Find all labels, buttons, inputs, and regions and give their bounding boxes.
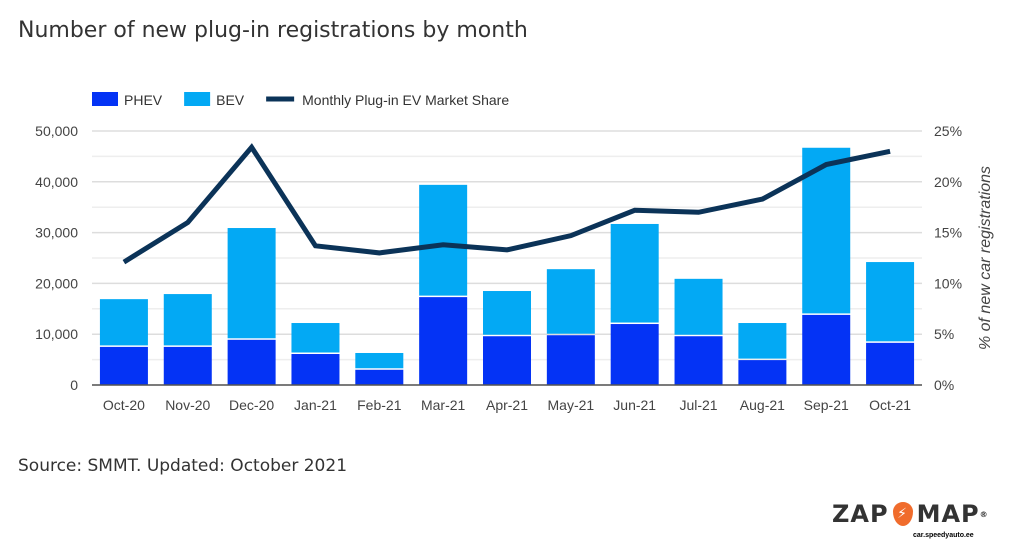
bar-phev [610,324,659,385]
legend-swatch [92,92,118,106]
credit-text: car.speedyauto.ee [913,532,974,539]
bar-bev [546,269,595,334]
market-share-line [122,143,891,265]
x-tick: Oct-21 [869,397,911,413]
bar-phev [738,360,787,385]
legend-label: PHEV [124,92,163,108]
y-right-tick: 10% [934,275,962,291]
zapmap-logo: ZAP ⚡ MAP ® [832,500,989,528]
bar-bev [227,228,276,339]
x-tick: Jun-21 [613,397,656,413]
y-right-tick: 25% [934,123,962,139]
y-right-tick: 5% [934,326,954,342]
bar-bev [610,223,659,323]
x-tick: Jul-21 [679,397,717,413]
bar-bev [866,262,915,342]
bar-phev [355,369,404,385]
bar-phev [483,336,531,385]
legend-label: BEV [216,92,245,108]
y-right-tick: 0% [934,377,954,393]
x-tick: Sep-21 [804,397,849,413]
y-left-tick: 0 [70,377,78,393]
x-tick: Aug-21 [740,397,785,413]
lightning-pin-icon: ⚡ [892,502,913,526]
y-left-tick: 10,000 [35,326,78,342]
bar-phev [99,346,148,385]
bar-phev [802,314,851,385]
bar-phev [227,339,276,385]
bar-bev [483,291,531,335]
bar-phev [866,342,915,385]
bar-phev [546,335,595,385]
bar-phev [291,354,340,385]
x-tick: Dec-20 [229,397,274,413]
legend-swatch [184,92,211,106]
bar-phev [674,336,723,385]
x-tick: Oct-20 [103,397,145,413]
x-tick: May-21 [548,397,595,413]
bar-phev [163,346,212,385]
y-right-label: % of new car registrations [977,166,994,350]
x-tick: Mar-21 [421,397,466,413]
y-right-tick: 20% [934,174,962,190]
y-left-tick: 30,000 [35,225,78,241]
bar-bev [291,323,340,353]
chart-title: Number of new plug-in registrations by m… [18,18,528,43]
y-right-tick: 15% [934,225,962,241]
bar-phev [419,297,468,385]
bar-bev [163,294,212,346]
bar-bev [674,278,723,335]
legend-label: Monthly Plug-in EV Market Share [302,92,509,108]
bar-bev [99,299,148,346]
x-tick: Apr-21 [486,397,528,413]
x-tick: Feb-21 [357,397,402,413]
x-tick: Nov-20 [165,397,210,413]
x-tick: Jan-21 [294,397,337,413]
bar-bev [419,184,468,296]
bar-bev [355,352,404,369]
chart: 0 10,000 20,000 30,000 40,000 50,000 0% 5% 10% 15… [35,92,994,413]
y-left-tick: 50,000 [35,123,78,139]
bar-bev [738,323,787,359]
source-note: Source: SMMT. Updated: October 2021 [18,456,348,476]
y-left-tick: 20,000 [35,275,78,291]
y-left-tick: 40,000 [35,174,78,190]
